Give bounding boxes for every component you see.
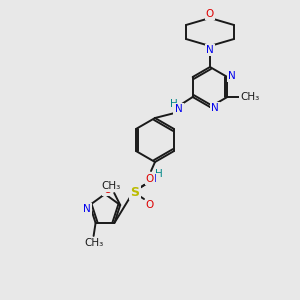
Text: H: H [155,169,163,179]
Text: O: O [146,200,154,210]
Text: O: O [146,174,154,184]
Text: N: N [149,174,157,184]
Text: CH₃: CH₃ [102,181,121,191]
Text: N: N [206,45,214,55]
Text: N: N [228,71,236,81]
Text: O: O [206,9,214,19]
Text: N: N [211,103,219,113]
Text: H: H [170,99,178,109]
Text: N: N [175,104,183,114]
Text: N: N [83,204,91,214]
Text: S: S [130,185,140,199]
Text: CH₃: CH₃ [241,92,260,102]
Text: CH₃: CH₃ [84,238,103,248]
Text: O: O [103,185,111,195]
